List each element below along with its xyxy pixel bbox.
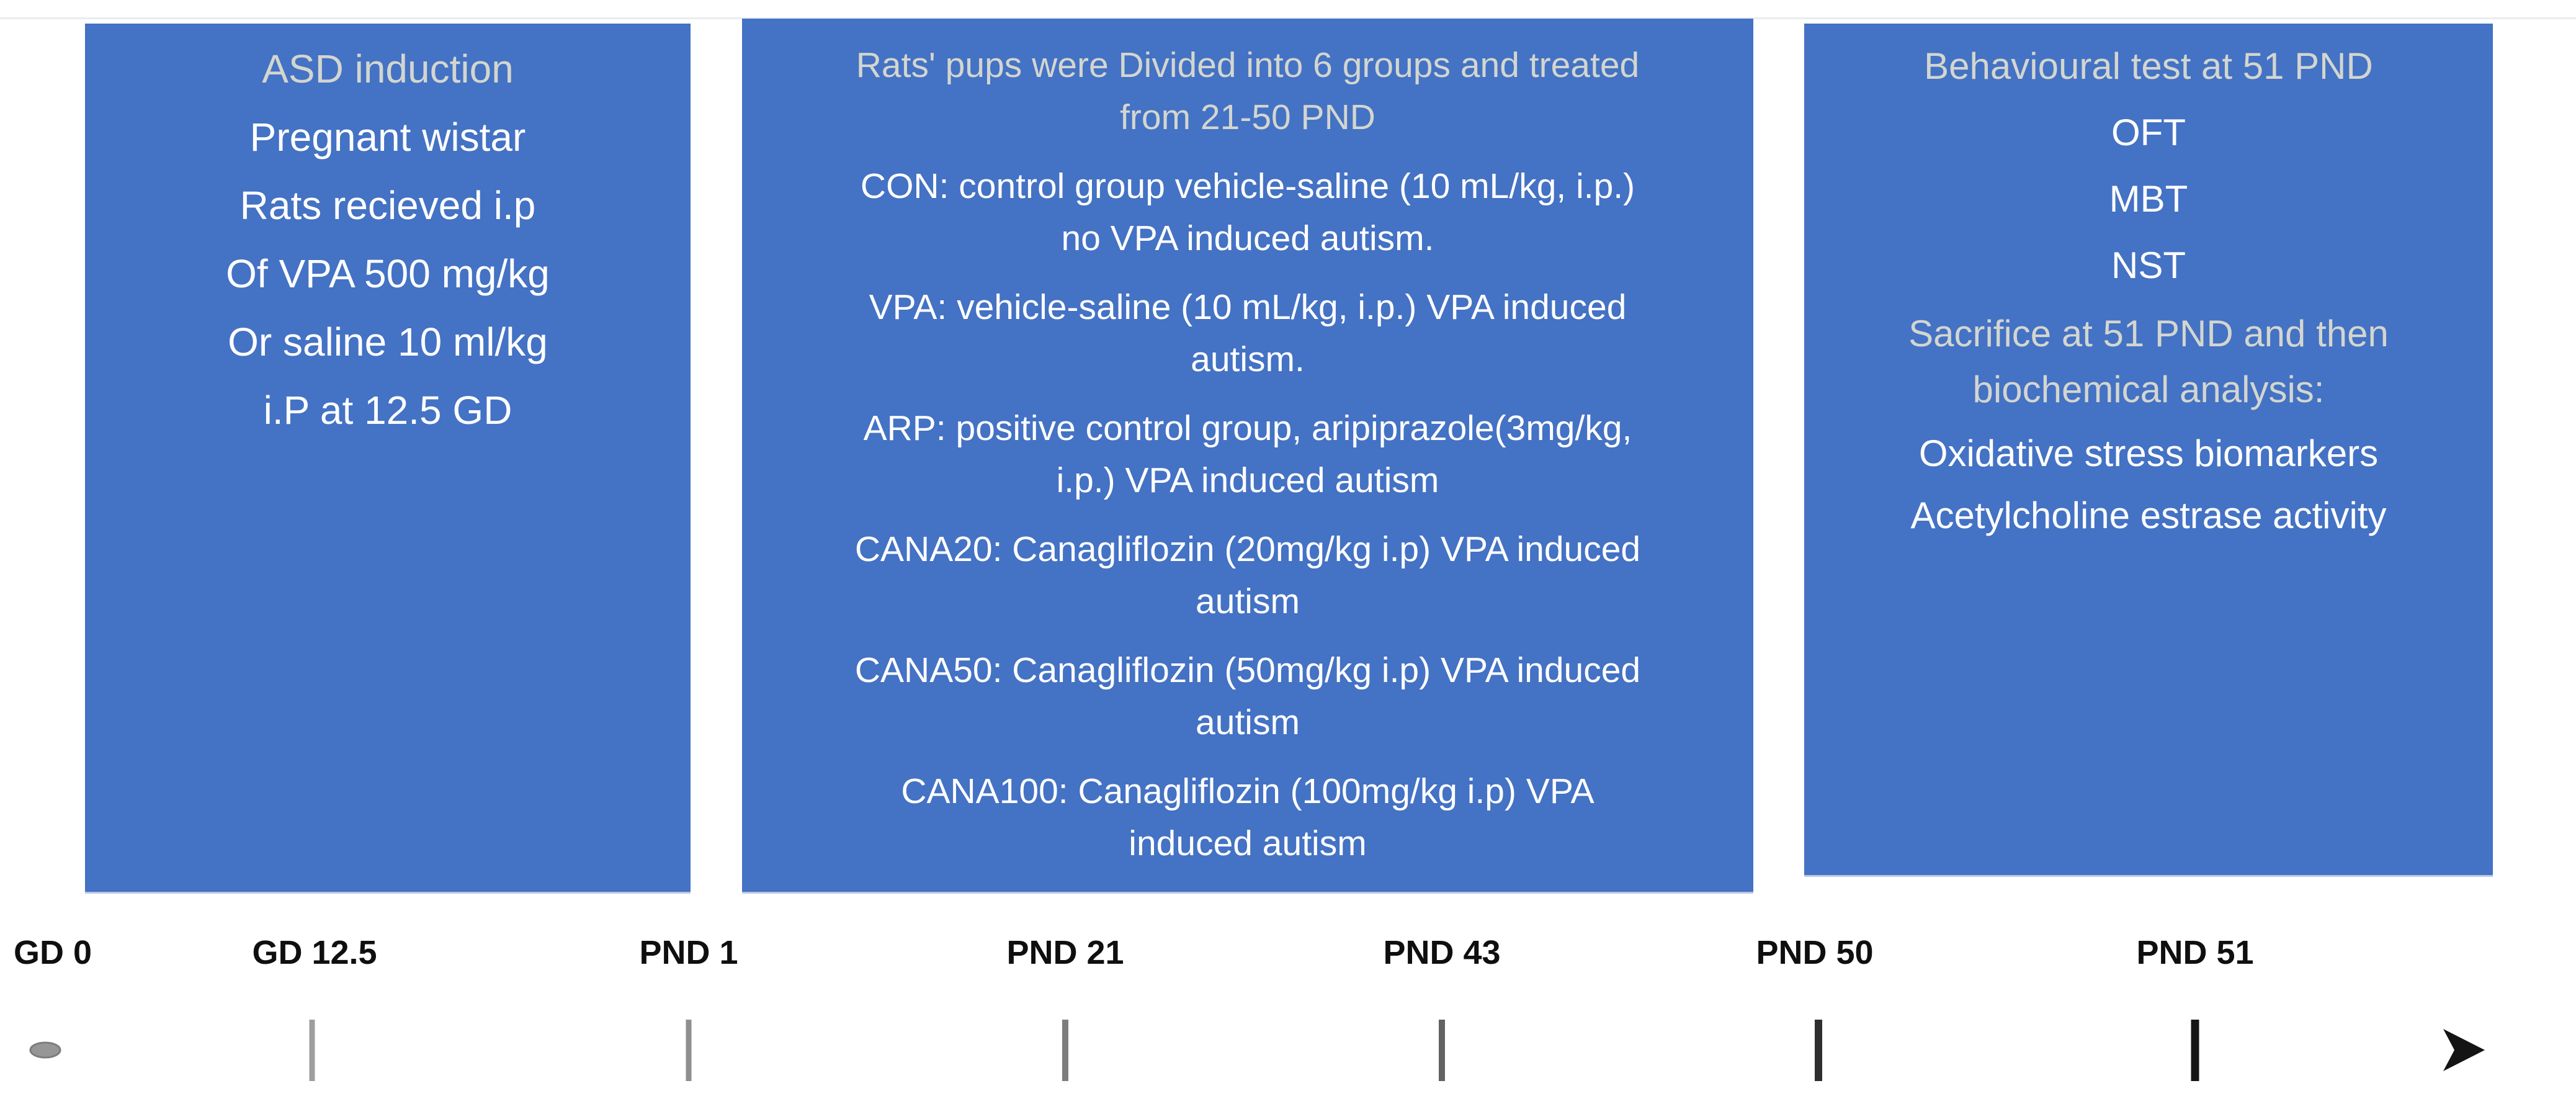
group-line: CON: control group vehicle-saline (10 mL…: [860, 166, 1635, 206]
group-line: CANA100: Canagliflozin (100mg/kg i.p) VP…: [901, 771, 1594, 811]
group-item-cana20: CANA20: Canagliflozin (20mg/kg i.p) VPA …: [742, 523, 1753, 627]
treatment-groups-box: Rats' pups were Divided into 6 groups an…: [742, 19, 1753, 894]
group-line: CANA50: Canagliflozin (50mg/kg i.p) VPA …: [854, 650, 1641, 690]
timeline-label-pnd1: PND 1: [639, 934, 738, 971]
asd-induction-box: ASD induction Pregnant wistar Rats recie…: [85, 24, 691, 894]
behavioural-tests-box: Behavioural test at 51 PND OFT MBT NST S…: [1804, 24, 2493, 877]
group-item-con: CON: control group vehicle-saline (10 mL…: [742, 160, 1753, 264]
group-line: ARP: positive control group, aripiprazol…: [863, 408, 1632, 448]
test-item: NST: [2111, 245, 2186, 286]
groups-heading-line: from 21-50 PND: [1120, 97, 1375, 137]
sacrifice-line: biochemical analysis:: [1972, 369, 2325, 410]
group-item-cana100: CANA100: Canagliflozin (100mg/kg i.p) VP…: [742, 765, 1753, 869]
analysis-item: Oxidative stress biomarkers: [1918, 433, 2379, 474]
group-line: i.p.) VPA induced autism: [1056, 460, 1439, 500]
timeline-label-gd0: GD 0: [13, 934, 92, 971]
timeline-start-dot: [29, 1041, 61, 1059]
group-line: CANA20: Canagliflozin (20mg/kg i.p) VPA …: [854, 529, 1641, 569]
group-item-arp: ARP: positive control group, aripiprazol…: [742, 402, 1753, 506]
timeline-label-pnd21: PND 21: [1006, 934, 1124, 971]
test-item: MBT: [2109, 178, 2188, 220]
group-line: autism.: [1191, 339, 1305, 379]
groups-heading: Rats' pups were Divided into 6 groups an…: [742, 39, 1753, 143]
timeline-axis: [29, 1020, 2485, 1081]
induction-line: Pregnant wistar: [249, 115, 526, 159]
timeline-arrowhead-icon: [2443, 1029, 2485, 1071]
induction-line: i.P at 12.5 GD: [263, 388, 512, 433]
induction-title: ASD induction: [262, 47, 514, 91]
induction-line: Of VPA 500 mg/kg: [226, 251, 550, 296]
group-item-cana50: CANA50: Canagliflozin (50mg/kg i.p) VPA …: [742, 644, 1753, 748]
group-line: autism: [1196, 581, 1300, 621]
group-line: no VPA induced autism.: [1061, 218, 1434, 258]
timeline-label-gd125: GD 12.5: [252, 934, 377, 971]
top-hairline: [0, 17, 2576, 19]
sacrifice-line: Sacrifice at 51 PND and then: [1908, 313, 2389, 354]
tests-heading: Behavioural test at 51 PND: [1924, 45, 2373, 87]
test-item: OFT: [2111, 112, 2186, 153]
group-item-vpa: VPA: vehicle-saline (10 mL/kg, i.p.) VPA…: [742, 281, 1753, 385]
induction-line: Rats recieved i.p: [239, 183, 536, 228]
timeline-label-pnd43: PND 43: [1383, 934, 1501, 971]
timeline-label-pnd50: PND 50: [1756, 934, 1874, 971]
analysis-item: Acetylcholine estrase activity: [1910, 495, 2387, 536]
group-line: induced autism: [1129, 824, 1367, 863]
induction-line: Or saline 10 ml/kg: [228, 320, 548, 364]
groups-heading-line: Rats' pups were Divided into 6 groups an…: [856, 45, 1640, 85]
group-line: VPA: vehicle-saline (10 mL/kg, i.p.) VPA…: [869, 287, 1627, 327]
group-line: autism: [1196, 703, 1300, 742]
timeline-label-pnd51: PND 51: [2136, 934, 2254, 971]
